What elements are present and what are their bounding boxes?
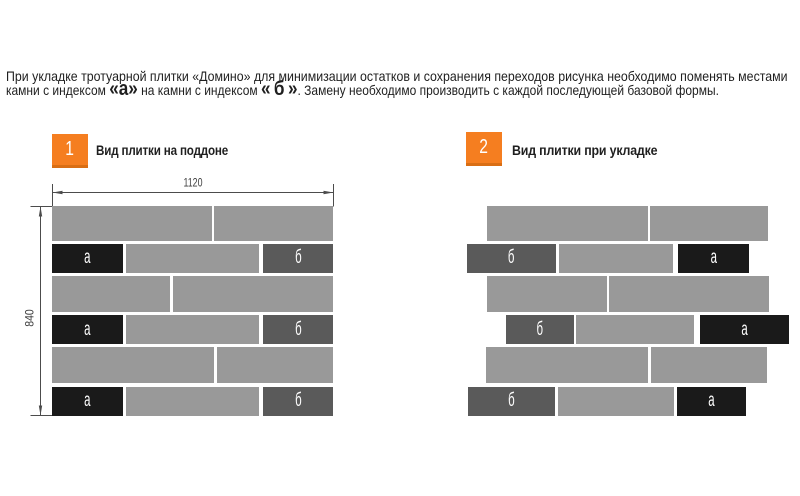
svg-text:840: 840 <box>25 309 37 327</box>
svg-text:1120: 1120 <box>184 178 203 190</box>
